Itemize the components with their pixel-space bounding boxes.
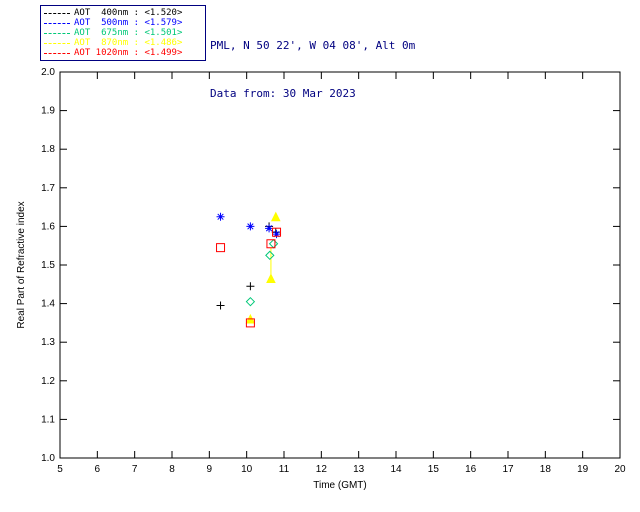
y-axis-label: Real Part of Refractive index [16,201,27,328]
x-tick-label: 17 [502,464,514,475]
plot-header: PML, N 50 22', W 04 08', Alt 0m Data fro… [210,6,415,134]
y-tick-label: 1.8 [41,144,55,155]
x-tick-label: 9 [207,464,213,475]
data-date: Data from: 30 Mar 2023 [210,87,356,100]
plot-frame [59,71,621,459]
x-tick-label: 5 [57,464,63,475]
x-tick-label: 15 [428,464,440,475]
marker-plus [246,282,255,291]
legend-line-sample [44,52,70,54]
x-tick-label: 12 [316,464,328,475]
y-tick-label: 1.3 [41,337,55,348]
x-tick-label: 11 [279,464,290,475]
x-tick-label: 16 [465,464,477,475]
x-tick-label: 7 [132,464,138,475]
y-tick-label: 1.9 [41,106,55,117]
marker-square [272,227,282,237]
marker-diamond [265,250,275,261]
x-tick-label: 6 [95,464,101,475]
x-tick-label: 13 [353,464,365,475]
x-tick-label: 18 [540,464,552,475]
y-tick-label: 1.4 [41,299,55,310]
marker-plus [216,301,225,310]
legend-item: AOT 675nm : <1.501> [44,28,202,38]
station-info: PML, N 50 22', W 04 08', Alt 0m [210,39,416,52]
marker-diamond [268,239,279,249]
legend-line-sample [44,42,70,44]
legend-line-sample [44,12,70,14]
legend-label: AOT 1020nm : <1.499> [74,48,183,58]
marker-asterisk [246,222,255,231]
marker-triangle [270,211,281,222]
legend-item: AOT 400nm : <1.520> [44,8,202,18]
marker-triangle [266,273,276,284]
legend-item: AOT 1020nm : <1.499> [44,48,202,58]
x-tick-label: 8 [169,464,175,475]
x-axis-label: Time (GMT) [313,480,367,491]
marker-square [216,243,226,253]
y-tick-label: 2.0 [41,67,55,78]
x-tick-label: 10 [241,464,253,475]
legend-line-sample [44,22,70,24]
legend-item: AOT 870nm : <1.486> [44,38,202,48]
marker-square [266,239,276,249]
y-tick-label: 1.6 [41,221,55,232]
x-tick-label: 20 [614,464,626,475]
legend-line-sample [44,32,70,34]
legend-box: AOT 400nm : <1.520> AOT 500nm : <1.579> AO… [40,5,206,61]
legend-label: AOT 400nm : <1.520> [74,8,183,18]
y-tick-label: 1.0 [41,453,55,464]
marker-asterisk [272,230,281,239]
legend-label: AOT 500nm : <1.579> [74,18,183,28]
marker-square [245,318,255,328]
y-tick-label: 1.2 [41,376,55,387]
y-tick-label: 1.7 [41,183,55,194]
legend-label: AOT 870nm : <1.486> [74,38,183,48]
x-tick-label: 19 [577,464,589,475]
y-tick-label: 1.5 [41,260,55,271]
marker-diamond [245,296,256,307]
marker-asterisk [216,212,225,221]
y-tick-label: 1.1 [41,414,55,425]
legend-item: AOT 500nm : <1.579> [44,18,202,28]
legend-label: AOT 675nm : <1.501> [74,28,183,38]
marker-asterisk [265,224,274,233]
x-tick-label: 14 [390,464,402,475]
